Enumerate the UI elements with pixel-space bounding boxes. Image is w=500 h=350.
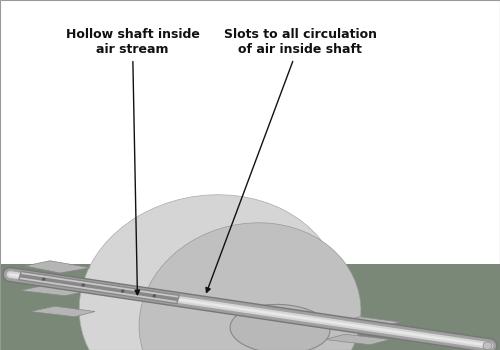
Polygon shape: [42, 278, 45, 281]
Text: Slots to all circulation
of air inside shaft: Slots to all circulation of air inside s…: [206, 28, 376, 292]
Polygon shape: [30, 306, 95, 317]
Ellipse shape: [139, 223, 361, 350]
Text: Hollow shaft inside
air stream: Hollow shaft inside air stream: [66, 28, 200, 295]
Polygon shape: [25, 261, 90, 273]
Polygon shape: [340, 317, 400, 327]
Polygon shape: [325, 334, 390, 345]
Polygon shape: [20, 285, 90, 296]
Polygon shape: [121, 289, 124, 293]
Ellipse shape: [483, 342, 492, 350]
Ellipse shape: [230, 304, 330, 350]
Bar: [0, 264, 500, 350]
Polygon shape: [152, 294, 156, 297]
Polygon shape: [19, 272, 179, 303]
Polygon shape: [82, 284, 85, 287]
Bar: [0, 0, 500, 264]
Polygon shape: [20, 274, 178, 301]
Ellipse shape: [79, 195, 341, 350]
